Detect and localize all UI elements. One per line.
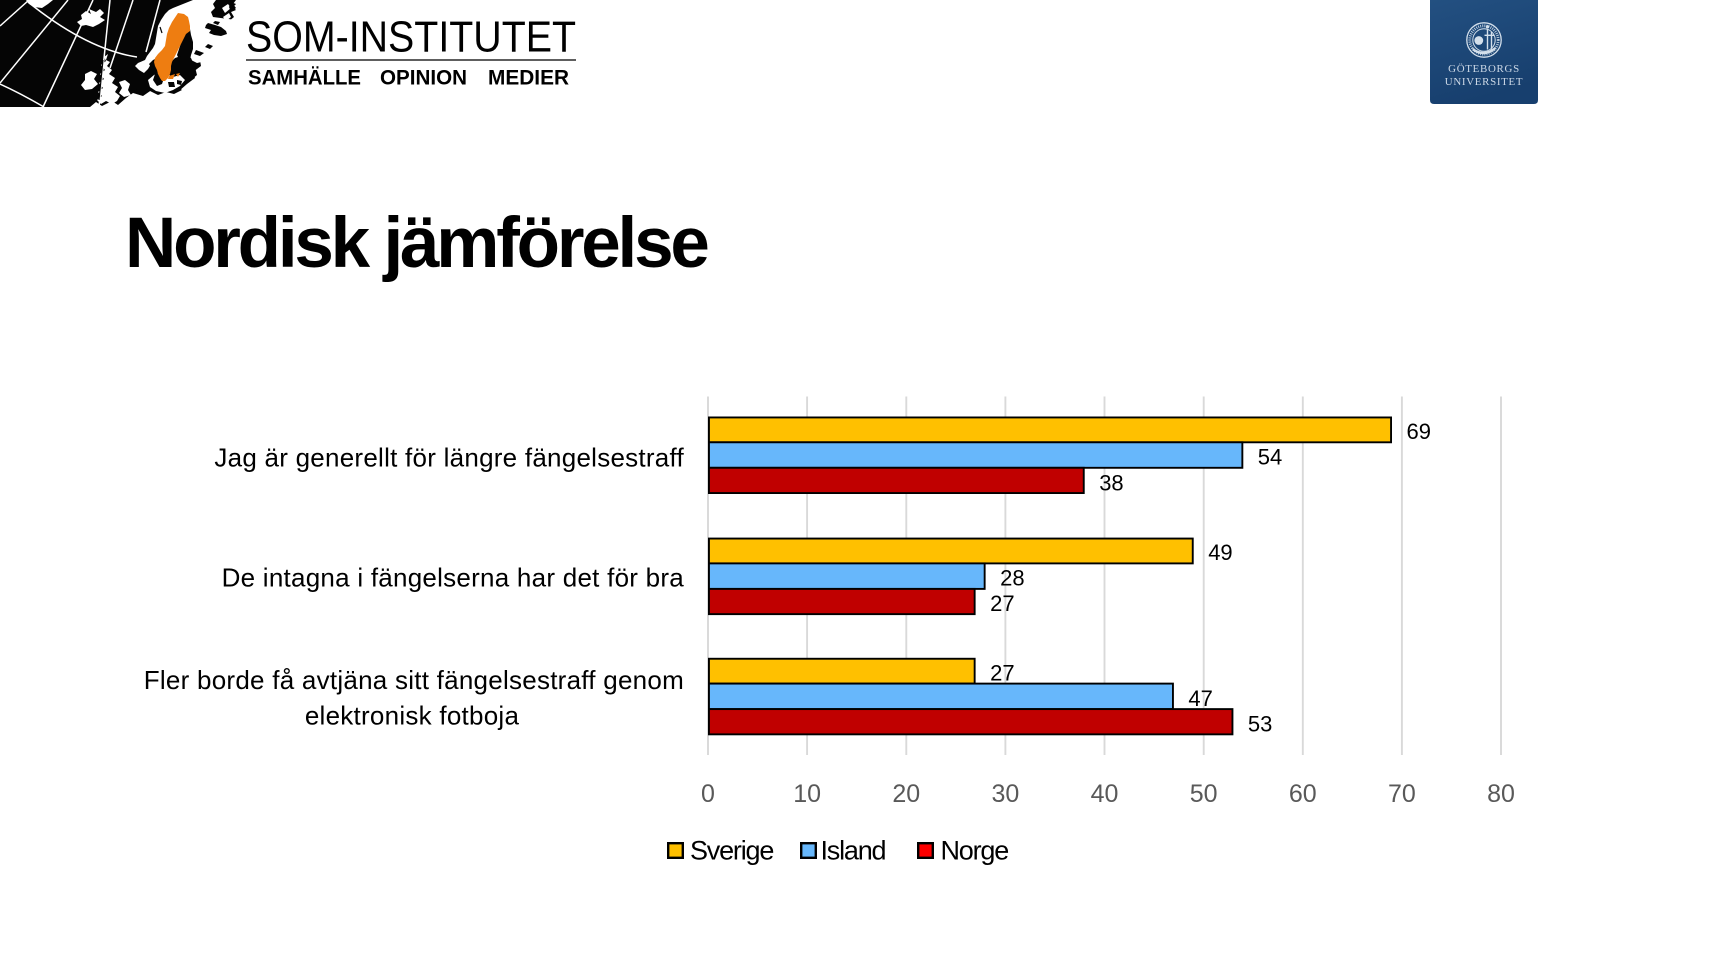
svg-text:54: 54 (1258, 445, 1282, 470)
svg-text:69: 69 (1407, 419, 1431, 444)
svg-text:40: 40 (1091, 780, 1119, 808)
svg-text:Sverige: Sverige (690, 835, 773, 865)
svg-text:60: 60 (1289, 780, 1317, 808)
svg-text:OPINION: OPINION (380, 65, 467, 89)
svg-text:GÖTEBORGS: GÖTEBORGS (1448, 63, 1520, 75)
svg-text:Jag är generellt för längre fä: Jag är generellt för längre fängelsestra… (214, 442, 684, 472)
svg-text:49: 49 (1208, 540, 1232, 565)
svg-text:27: 27 (990, 591, 1014, 616)
svg-text:0: 0 (701, 780, 715, 808)
svg-text:Fler borde få avtjäna sitt fän: Fler borde få avtjäna sitt fängelsestraf… (144, 665, 684, 695)
svg-text:27: 27 (990, 660, 1014, 685)
svg-text:SOM-INSTITUTET: SOM-INSTITUTET (246, 12, 576, 61)
svg-text:elektronisk fotboja: elektronisk fotboja (305, 700, 520, 730)
svg-text:28: 28 (1000, 566, 1024, 591)
svg-text:50: 50 (1190, 780, 1218, 808)
svg-text:47: 47 (1188, 686, 1212, 711)
svg-text:SAMHÄLLE: SAMHÄLLE (248, 65, 361, 89)
svg-text:Norge: Norge (941, 835, 1009, 865)
svg-text:30: 30 (991, 780, 1019, 808)
svg-text:10: 10 (793, 780, 821, 808)
svg-text:MEDIER: MEDIER (488, 65, 569, 89)
svg-text:53: 53 (1248, 711, 1272, 736)
svg-text:UNIVERSITET: UNIVERSITET (1445, 76, 1523, 88)
svg-text:80: 80 (1487, 780, 1515, 808)
svg-text:70: 70 (1388, 780, 1416, 808)
svg-text:38: 38 (1099, 470, 1123, 495)
svg-text:De intagna i fängelserna har d: De intagna i fängelserna har det för bra (222, 562, 685, 592)
svg-text:Island: Island (821, 835, 886, 865)
svg-text:20: 20 (892, 780, 920, 808)
